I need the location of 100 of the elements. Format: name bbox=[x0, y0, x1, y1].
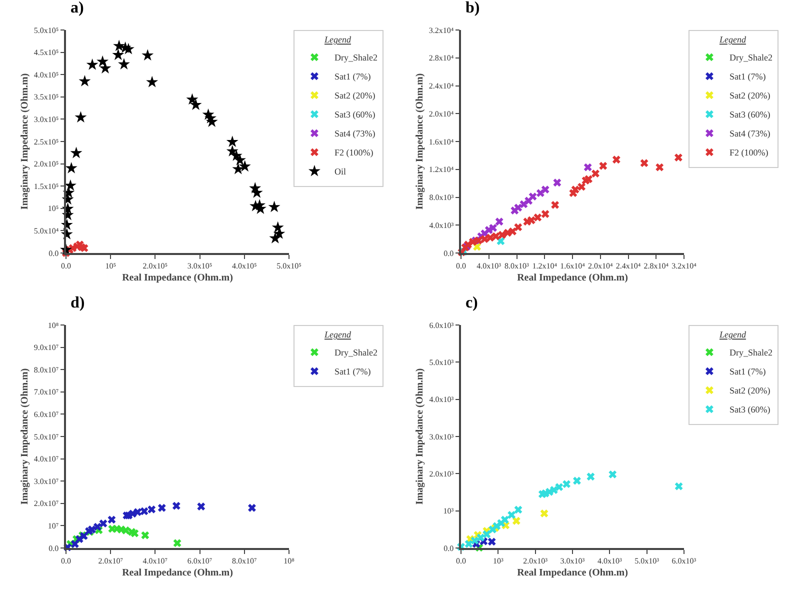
y-tick-label: 3.2x10⁴ bbox=[428, 26, 454, 35]
y-tick-label: 0.0 bbox=[444, 248, 454, 258]
legend-label: F2 (100%) bbox=[334, 148, 374, 158]
chart-title: b) bbox=[465, 0, 480, 17]
y-tick-label: 4.0x10⁷ bbox=[34, 454, 59, 464]
y-axis-title: Imaginary Impedance (Ohm.m) bbox=[414, 73, 426, 210]
y-tick-label: 0.0 bbox=[48, 544, 59, 553]
x-tick-label: 3.0x10⁵ bbox=[187, 261, 212, 270]
x-tick-label: 4.0x10⁵ bbox=[232, 261, 257, 270]
legend-label: Oil bbox=[334, 166, 346, 177]
y-tick-label: 3.0x10⁵ bbox=[34, 115, 59, 124]
chart-title: c) bbox=[465, 294, 478, 312]
y-tick-label: 7.0x10⁷ bbox=[34, 388, 59, 397]
legend-label: Sat1 (7%) bbox=[729, 366, 766, 377]
y-tick-label: 2.8x10⁴ bbox=[428, 54, 454, 63]
chart-title: d) bbox=[70, 294, 85, 312]
y-tick-label: 3.5x10⁵ bbox=[34, 92, 59, 102]
legend-label: Dry_Shale2 bbox=[729, 348, 772, 358]
x-tick-label: 2.4x10⁴ bbox=[616, 261, 641, 270]
y-tick-label: 3.0x10⁷ bbox=[34, 476, 59, 486]
legend-label: F2 (100%) bbox=[729, 148, 768, 158]
y-tick-label: 1.5x10⁵ bbox=[34, 182, 59, 191]
legend-label: Sat4 (73%) bbox=[729, 128, 770, 139]
y-tick-label: 5.0x10⁷ bbox=[34, 432, 59, 442]
y-tick-label: 10⁵ bbox=[48, 204, 59, 214]
y-tick-label: 10⁷ bbox=[48, 522, 59, 530]
y-axis-title: Imaginary Impedance (Ohm.m) bbox=[414, 368, 426, 505]
x-tick-label: 8.0x10⁷ bbox=[232, 556, 257, 566]
x-tick-label: 10³ bbox=[492, 556, 504, 566]
y-tick-label: 4.0x10³ bbox=[429, 220, 454, 230]
x-axis-title: Real Impedance (Ohm.m) bbox=[122, 567, 233, 578]
x-tick-label: 2.0x10⁵ bbox=[142, 261, 168, 270]
x-tick-label: 0.0 bbox=[456, 556, 466, 566]
y-tick-label: 5.0x10³ bbox=[429, 358, 454, 367]
y-tick-label: 4.0x10³ bbox=[429, 395, 454, 404]
x-tick-label: 1.2x10⁴ bbox=[532, 261, 558, 270]
x-axis-title: Real Impedance (Ohm.m) bbox=[122, 272, 233, 284]
y-axis-title: Imaginary Impedance (Ohm.m) bbox=[19, 73, 30, 210]
legend-label: Sat3 (60%) bbox=[334, 110, 376, 120]
legend-title: Legend bbox=[323, 330, 352, 340]
x-tick-label: 5.0x10³ bbox=[634, 556, 660, 566]
y-tick-label: 6.0x10⁷ bbox=[34, 410, 59, 419]
y-tick-label: 6.0x10³ bbox=[429, 320, 454, 330]
y-tick-label: 2.0x10⁴ bbox=[428, 109, 454, 118]
legend-label: Dry_Shale2 bbox=[334, 348, 378, 358]
x-axis-title: Real Impedance (Ohm.m) bbox=[517, 272, 628, 284]
x-tick-label: 8.0x10³ bbox=[504, 261, 530, 270]
y-tick-label: 1.2x10⁴ bbox=[428, 165, 454, 174]
x-tick-label: 0.0 bbox=[456, 261, 466, 270]
legend-label: Sat2 (20%) bbox=[729, 386, 770, 396]
x-tick-label: 0.0 bbox=[61, 261, 71, 270]
legend-label: Sat2 (20%) bbox=[729, 90, 770, 101]
legend-label: Dry_Shale2 bbox=[334, 52, 378, 63]
x-tick-label: 2.0x10⁴ bbox=[588, 261, 613, 270]
x-tick-label: 2.0x10⁷ bbox=[98, 556, 124, 566]
y-tick-label: 0.0 bbox=[444, 544, 454, 553]
y-tick-label: 4.5x10⁵ bbox=[34, 48, 59, 58]
x-tick-label: 10⁸ bbox=[284, 556, 295, 566]
legend-label: Sat3 (60%) bbox=[729, 404, 770, 415]
x-axis-title: Real Impedance (Ohm.m) bbox=[517, 567, 628, 578]
legend-label: Sat1 (7%) bbox=[334, 366, 371, 377]
legend-label: Sat2 (20%) bbox=[334, 90, 376, 101]
legend-label: Sat3 (60%) bbox=[729, 110, 770, 120]
y-tick-label: 1.6x10⁴ bbox=[428, 137, 454, 146]
y-tick-label: 8.0x10³ bbox=[429, 193, 454, 202]
x-tick-label: 0.0 bbox=[61, 556, 71, 566]
x-tick-label: 3.2x10⁴ bbox=[672, 261, 697, 270]
y-tick-label: 2.5x10⁵ bbox=[34, 137, 59, 146]
x-tick-label: 10⁵ bbox=[105, 261, 116, 270]
y-tick-label: 10³ bbox=[443, 506, 454, 516]
y-tick-label: 0.0 bbox=[48, 248, 59, 258]
x-tick-label: 6.0x10⁷ bbox=[187, 556, 212, 566]
chart-title: a) bbox=[70, 0, 84, 17]
x-tick-label: 5.0x10⁵ bbox=[276, 261, 302, 270]
y-tick-label: 8.0x10⁷ bbox=[34, 365, 59, 374]
y-tick-label: 9.0x10⁷ bbox=[34, 343, 59, 352]
y-tick-label: 5.0x10⁴ bbox=[34, 226, 59, 236]
legend-title: Legend bbox=[718, 330, 746, 340]
x-tick-label: 6.0x10³ bbox=[672, 556, 697, 566]
y-tick-label: 3.0x10³ bbox=[429, 432, 454, 442]
y-axis-title: Imaginary Impedance (Ohm.m) bbox=[19, 368, 30, 505]
x-tick-label: 4.0x10³ bbox=[597, 556, 622, 566]
legend-label: Sat1 (7%) bbox=[729, 72, 766, 82]
x-tick-label: 4.0x10³ bbox=[476, 261, 502, 270]
x-tick-label: 3.0x10³ bbox=[560, 556, 586, 566]
x-tick-label: 2.8x10⁴ bbox=[644, 261, 669, 270]
y-tick-label: 2.0x10⁵ bbox=[34, 160, 59, 169]
y-tick-label: 2.0x10³ bbox=[429, 469, 454, 478]
legend-title: Legend bbox=[718, 34, 746, 45]
y-tick-label: 10⁸ bbox=[48, 320, 59, 330]
y-tick-label: 2.0x10⁷ bbox=[34, 499, 59, 508]
x-tick-label: 2.0x10³ bbox=[523, 556, 548, 566]
x-tick-label: 4.0x10⁷ bbox=[142, 556, 168, 566]
y-tick-label: 4.0x10⁵ bbox=[34, 70, 59, 80]
y-tick-label: 5.0x10⁵ bbox=[34, 26, 59, 35]
legend-label: Sat4 (73%) bbox=[334, 128, 376, 139]
x-tick-label: 1.6x10⁴ bbox=[560, 261, 586, 270]
y-tick-label: 2.4x10⁴ bbox=[428, 82, 454, 91]
legend-label: Dry_Shale2 bbox=[729, 52, 772, 63]
legend-label: Sat1 (7%) bbox=[334, 72, 371, 82]
